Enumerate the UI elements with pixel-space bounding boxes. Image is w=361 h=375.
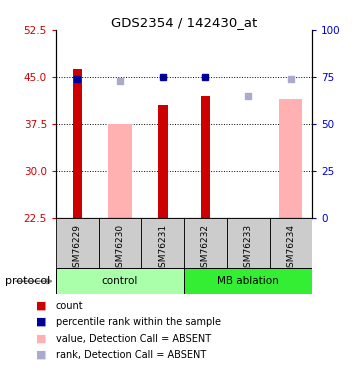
Bar — [56, 268, 184, 294]
Text: GSM76234: GSM76234 — [286, 224, 295, 273]
Bar — [270, 217, 312, 268]
Text: percentile rank within the sample: percentile rank within the sample — [56, 317, 221, 327]
Text: MB ablation: MB ablation — [217, 276, 279, 286]
Title: GDS2354 / 142430_at: GDS2354 / 142430_at — [111, 16, 257, 29]
Text: protocol: protocol — [5, 276, 51, 286]
Bar — [73, 69, 82, 218]
Text: control: control — [102, 276, 138, 286]
Bar — [56, 217, 99, 268]
Text: GSM76233: GSM76233 — [244, 224, 253, 273]
Text: GSM76229: GSM76229 — [73, 224, 82, 273]
Bar — [227, 217, 270, 268]
Text: ■: ■ — [36, 317, 47, 327]
Text: GSM76231: GSM76231 — [158, 224, 167, 273]
Text: ■: ■ — [36, 350, 47, 360]
Text: value, Detection Call = ABSENT: value, Detection Call = ABSENT — [56, 334, 211, 344]
Bar — [279, 99, 303, 218]
Text: GSM76232: GSM76232 — [201, 224, 210, 273]
Text: ■: ■ — [36, 334, 47, 344]
Bar — [99, 217, 142, 268]
Bar — [184, 268, 312, 294]
Bar — [109, 124, 131, 218]
Bar — [142, 217, 184, 268]
Text: GSM76230: GSM76230 — [116, 224, 125, 273]
Bar — [201, 96, 210, 218]
Text: count: count — [56, 301, 84, 310]
Text: ■: ■ — [36, 301, 47, 310]
Bar — [184, 217, 227, 268]
Text: rank, Detection Call = ABSENT: rank, Detection Call = ABSENT — [56, 350, 206, 360]
Bar — [158, 105, 168, 218]
